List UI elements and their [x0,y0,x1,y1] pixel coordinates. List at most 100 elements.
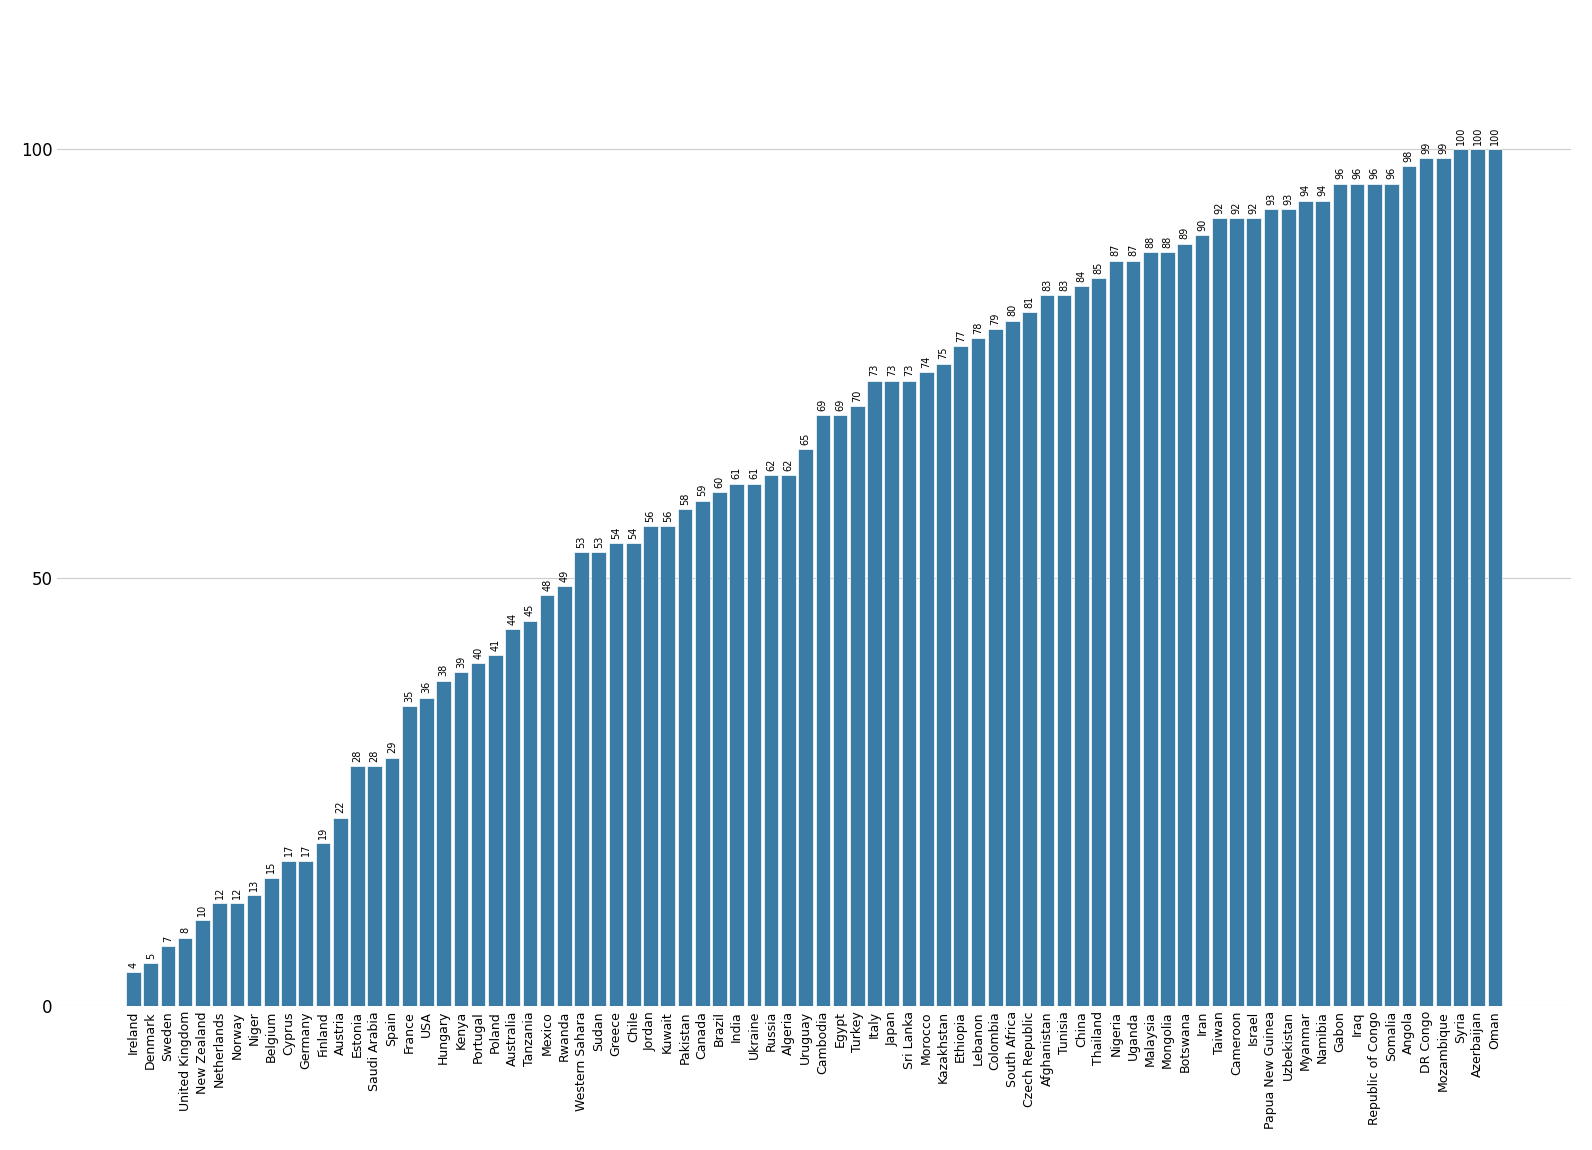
Bar [1333,184,1347,1006]
Bar [522,621,537,1006]
Text: 100: 100 [1490,126,1500,145]
Bar [694,500,710,1006]
Bar [282,860,296,1006]
Text: 65: 65 [801,432,810,445]
Bar [936,363,950,1006]
Bar [764,475,778,1006]
Text: 79: 79 [990,313,1000,325]
Text: 94: 94 [1318,184,1328,197]
Bar [1264,209,1278,1006]
Bar [196,920,210,1006]
Bar [1091,278,1106,1006]
Bar [540,595,554,1006]
Text: 54: 54 [629,527,638,539]
Text: 92: 92 [1232,201,1242,214]
Bar [401,706,417,1006]
Text: 12: 12 [232,887,242,899]
Text: 38: 38 [439,664,449,676]
Text: 87: 87 [1111,244,1121,256]
Text: 44: 44 [508,613,517,624]
Bar [954,346,968,1006]
Text: 84: 84 [1076,270,1086,282]
Text: 93: 93 [1266,193,1275,205]
Text: 41: 41 [490,638,500,651]
Bar [557,586,572,1006]
Bar [626,544,640,1006]
Text: 45: 45 [525,604,535,616]
Text: 60: 60 [715,476,724,488]
Text: 73: 73 [887,365,896,376]
Text: 87: 87 [1129,244,1138,256]
Text: 22: 22 [336,800,345,813]
Text: 73: 73 [904,365,914,376]
Text: 59: 59 [697,484,707,497]
Bar [436,681,451,1006]
Text: 73: 73 [869,365,879,376]
Text: 5: 5 [146,953,156,959]
Text: 56: 56 [662,509,673,522]
Text: 4: 4 [129,961,139,967]
Text: 58: 58 [680,492,689,505]
Text: 77: 77 [955,330,966,343]
Bar [643,527,657,1006]
Bar [1368,184,1382,1006]
Text: 69: 69 [818,398,828,411]
Bar [385,758,400,1006]
Text: 96: 96 [1352,167,1363,179]
Text: 13: 13 [248,879,259,890]
Bar [126,972,140,1006]
Bar [1487,150,1503,1006]
Bar [1161,252,1175,1006]
Bar [315,843,331,1006]
Bar [229,904,244,1006]
Bar [247,895,261,1006]
Bar [1194,235,1210,1006]
Text: 40: 40 [473,647,482,659]
Bar [1178,244,1192,1006]
Text: 48: 48 [543,578,552,591]
Bar [1040,296,1054,1006]
Text: 56: 56 [645,509,656,522]
Text: 10: 10 [197,904,207,917]
Text: 62: 62 [783,459,793,470]
Text: 61: 61 [732,467,742,480]
Text: 53: 53 [576,536,586,547]
Bar [1436,158,1450,1006]
Text: 83: 83 [1041,278,1052,291]
Text: 98: 98 [1404,150,1414,162]
Text: 69: 69 [836,398,845,411]
Text: 89: 89 [1180,227,1189,239]
Text: 7: 7 [162,936,174,942]
Bar [1075,286,1089,1006]
Bar [1315,201,1329,1006]
Text: 29: 29 [387,741,396,753]
Bar [919,373,933,1006]
Bar [298,860,314,1006]
Text: 17: 17 [301,844,310,857]
Text: 96: 96 [1369,167,1379,179]
Bar [368,766,382,1006]
Text: 17: 17 [283,844,293,857]
Bar [1005,321,1020,1006]
Text: 88: 88 [1162,236,1173,248]
Text: 94: 94 [1301,184,1310,197]
Text: 78: 78 [973,321,982,333]
Bar [1350,184,1364,1006]
Bar [505,629,521,1006]
Text: 19: 19 [318,827,328,840]
Text: 99: 99 [1422,141,1431,154]
Bar [419,698,433,1006]
Text: 85: 85 [1094,261,1103,274]
Bar [1471,150,1485,1006]
Bar [1297,201,1313,1006]
Text: 81: 81 [1025,296,1035,308]
Text: 28: 28 [369,750,380,762]
Bar [1143,252,1157,1006]
Bar [1418,158,1433,1006]
Text: 54: 54 [611,527,621,539]
Bar [333,818,347,1006]
Bar [608,544,624,1006]
Bar [1282,209,1296,1006]
Bar [1247,217,1261,1006]
Bar [1401,167,1417,1006]
